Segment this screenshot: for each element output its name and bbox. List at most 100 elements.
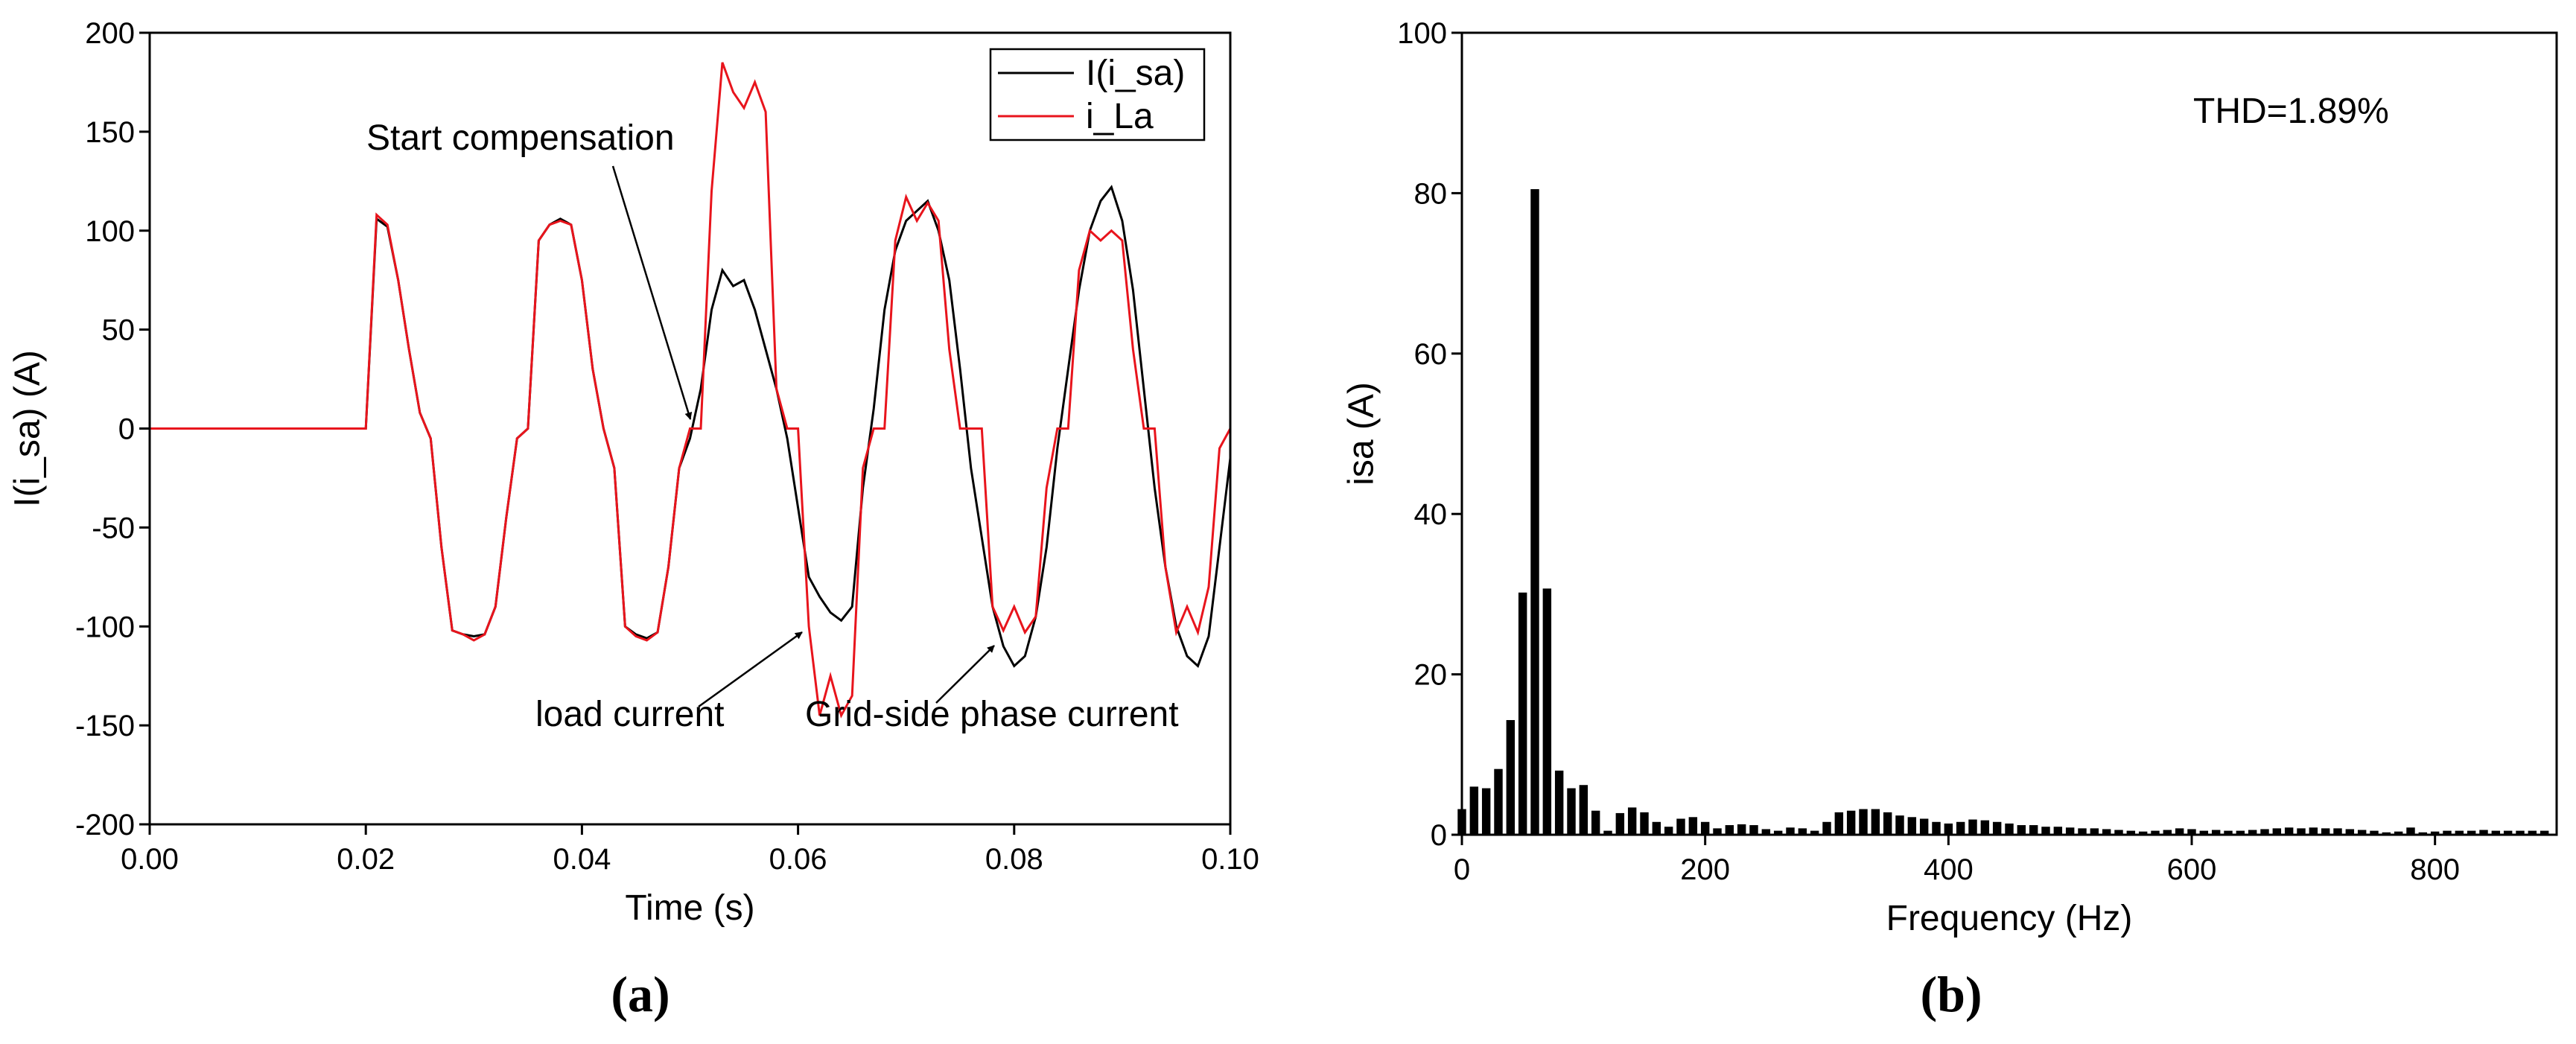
bar bbox=[1542, 588, 1552, 835]
bar bbox=[2467, 830, 2476, 835]
bar bbox=[2224, 830, 2233, 835]
bar bbox=[2041, 827, 2050, 835]
bar bbox=[1530, 189, 1539, 835]
bar bbox=[1786, 827, 1795, 835]
bar bbox=[2248, 830, 2257, 835]
y-axis-title: isa (A) bbox=[1342, 382, 1381, 486]
annotation: THD=1.89% bbox=[2193, 92, 2389, 131]
y-tick-label: 150 bbox=[85, 116, 135, 149]
bar bbox=[2151, 830, 2160, 835]
bar bbox=[1798, 828, 1807, 835]
bar bbox=[1640, 812, 1649, 835]
bar bbox=[2236, 830, 2245, 835]
bar bbox=[1725, 825, 1734, 835]
bar bbox=[1968, 819, 1977, 835]
bar bbox=[2284, 827, 2294, 835]
bar bbox=[1494, 768, 1503, 835]
bar bbox=[2199, 830, 2209, 835]
x-tick-label: 0 bbox=[1454, 853, 1470, 886]
bar bbox=[2491, 830, 2501, 835]
x-tick-label: 0.10 bbox=[1201, 843, 1259, 876]
annotation-arrow bbox=[935, 645, 995, 704]
bar bbox=[1579, 785, 1588, 835]
bar bbox=[1700, 821, 1710, 835]
x-tick-label: 0.08 bbox=[985, 843, 1043, 876]
bar bbox=[1518, 592, 1527, 835]
annotation: load current bbox=[535, 695, 724, 734]
bar bbox=[2211, 830, 2221, 835]
legend-label: I(i_sa) bbox=[1086, 54, 1185, 93]
bar bbox=[1810, 830, 1819, 835]
bar bbox=[2272, 828, 2282, 835]
x-tick-label: 0.00 bbox=[121, 843, 179, 876]
x-tick-label: 0.06 bbox=[769, 843, 827, 876]
y-tick-label: -150 bbox=[75, 710, 135, 742]
x-tick-label: 800 bbox=[2410, 853, 2460, 886]
bar bbox=[1895, 815, 1904, 835]
bar bbox=[1664, 827, 1673, 835]
bar bbox=[2321, 828, 2330, 835]
y-tick-label: 60 bbox=[1414, 338, 1448, 371]
bar bbox=[1859, 809, 1868, 835]
bar bbox=[2163, 830, 2172, 835]
y-tick-label: 100 bbox=[85, 215, 135, 248]
bar bbox=[2078, 828, 2087, 835]
bar bbox=[1749, 825, 1758, 835]
bar bbox=[2382, 832, 2391, 835]
annotation-arrow bbox=[698, 631, 803, 708]
y-tick-label: -100 bbox=[75, 611, 135, 643]
y-tick-label: 100 bbox=[1397, 17, 1447, 50]
bar bbox=[1554, 770, 1564, 835]
legend-label: i_La bbox=[1086, 97, 1154, 136]
plot-frame bbox=[1460, 31, 2558, 836]
bar bbox=[1591, 810, 1600, 835]
bar bbox=[1615, 812, 1625, 835]
bar bbox=[1737, 824, 1746, 835]
bar bbox=[2394, 831, 2403, 835]
x-tick-label: 400 bbox=[1924, 853, 1974, 886]
bar bbox=[1773, 830, 1783, 835]
bar bbox=[1676, 818, 1685, 835]
bar bbox=[1688, 817, 1698, 835]
bar bbox=[2114, 830, 2123, 835]
bar bbox=[2503, 830, 2513, 835]
annotation-arrow bbox=[611, 165, 693, 420]
y-axis-title: I(i_sa) (A) bbox=[8, 350, 48, 507]
bar bbox=[1871, 809, 1880, 835]
bar bbox=[2345, 829, 2355, 835]
bar bbox=[2443, 830, 2452, 835]
bar bbox=[1603, 830, 1612, 835]
bar bbox=[1481, 788, 1491, 835]
y-tick-label: -50 bbox=[92, 512, 135, 544]
bar bbox=[1652, 821, 1661, 835]
y-tick-label: 0 bbox=[1431, 819, 1447, 852]
y-tick-label: 200 bbox=[85, 17, 135, 50]
legend-box bbox=[989, 48, 1206, 141]
bar bbox=[2102, 829, 2111, 835]
bar bbox=[1567, 788, 1576, 835]
bar bbox=[2528, 830, 2537, 835]
bar bbox=[2479, 830, 2488, 835]
y-tick-label: 50 bbox=[102, 314, 136, 347]
bar bbox=[2090, 828, 2099, 835]
annotation: Start compensation bbox=[366, 118, 675, 158]
bar bbox=[2430, 831, 2440, 835]
bar bbox=[1932, 821, 1941, 835]
bar bbox=[2309, 827, 2318, 835]
bar bbox=[1919, 818, 1929, 835]
bar bbox=[2029, 825, 2038, 835]
x-tick-label: 0.02 bbox=[337, 843, 395, 876]
bar bbox=[2053, 827, 2063, 835]
plot-frame bbox=[148, 31, 1232, 826]
bar bbox=[1992, 821, 2002, 835]
bar bbox=[1883, 812, 1892, 835]
bar bbox=[2126, 830, 2136, 835]
x-tick-label: 200 bbox=[1680, 853, 1730, 886]
bar bbox=[1956, 821, 1965, 835]
bar bbox=[2017, 825, 2026, 835]
x-tick-label: 600 bbox=[2167, 853, 2217, 886]
bar bbox=[2540, 830, 2549, 835]
bar bbox=[1822, 821, 1831, 835]
bar bbox=[1907, 817, 1917, 835]
